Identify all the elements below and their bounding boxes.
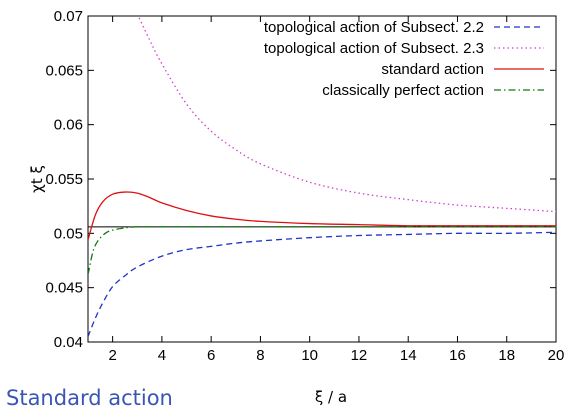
- y-tick-label: 0.07: [54, 8, 83, 25]
- y-tick-label: 0.06: [54, 117, 83, 134]
- x-tick-label: 10: [301, 347, 318, 364]
- y-tick-label: 0.045: [45, 280, 83, 297]
- y-tick-label: 0.04: [54, 334, 83, 351]
- y-axis-label: χt ξ: [28, 165, 46, 193]
- legend-label: standard action: [381, 61, 484, 78]
- caption-heading: Standard action: [6, 386, 173, 410]
- legend-label: topological action of Subsect. 2.2: [264, 19, 484, 36]
- x-tick-label: 8: [256, 347, 264, 364]
- series-line-3: [88, 191, 556, 241]
- y-tick-label: 0.065: [45, 62, 83, 79]
- plot-area-border: [87, 15, 557, 343]
- x-axis-label: ξ / a: [315, 388, 347, 406]
- x-tick-label: 18: [498, 347, 515, 364]
- axis-ticks: [88, 15, 557, 343]
- y-tick-label: 0.05: [54, 225, 83, 242]
- x-tick-label: 2: [108, 347, 116, 364]
- series-line-4: [88, 226, 556, 275]
- x-tick-label: 14: [400, 347, 417, 364]
- x-tick-label: 16: [449, 347, 466, 364]
- x-tick-label: 6: [207, 347, 215, 364]
- x-tick-label: 4: [158, 347, 166, 364]
- series-line-1: [88, 231, 556, 337]
- x-tick-label: 20: [548, 347, 565, 364]
- legend-label: topological action of Subsect. 2.3: [264, 40, 484, 57]
- tick-labels: 2 4 6 8 10 12 14 16 18 20 0.04 0.045 0.05 0.055 0.06 0.…: [45, 8, 564, 364]
- y-tick-label: 0.055: [45, 171, 83, 188]
- legend-label: classically perfect action: [322, 82, 484, 99]
- x-tick-label: 12: [351, 347, 368, 364]
- plot-frame: [87, 15, 557, 343]
- series-layer: [88, 16, 556, 337]
- legend: topological action of Subsect. 2.2 topolo…: [264, 19, 544, 99]
- series-line-2: [137, 16, 556, 213]
